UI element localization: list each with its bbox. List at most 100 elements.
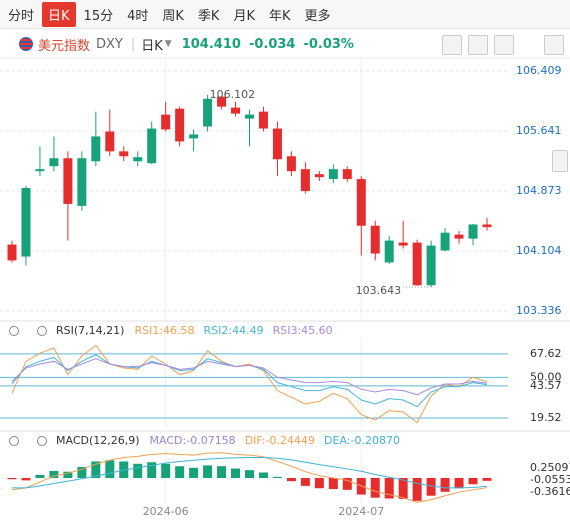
eye-icon[interactable] xyxy=(37,436,47,446)
y-tick-label: 106.409 xyxy=(516,64,562,77)
legend-entry: RSI2:44.49 xyxy=(204,324,264,337)
candle-body xyxy=(300,169,310,192)
y-tick-label: -0.05536 xyxy=(530,473,570,486)
candle-body xyxy=(63,158,73,204)
legend-entry: MACD:-0.07158 xyxy=(150,434,236,447)
legend-entry: RSI1:46.58 xyxy=(134,324,194,337)
macd-bar xyxy=(440,478,450,492)
eye-icon[interactable] xyxy=(37,326,47,336)
price: 104.410 xyxy=(181,36,241,52)
x-tick-label: 2024-07 xyxy=(338,505,384,518)
macd-bar xyxy=(412,478,422,501)
indicator-title: RSI(7,14,21) xyxy=(56,324,124,337)
candle-body xyxy=(314,174,324,178)
tab[interactable]: 日K xyxy=(42,1,76,27)
macd-bar xyxy=(370,478,380,498)
macd-bar xyxy=(203,465,213,478)
candle-body xyxy=(231,107,241,114)
macd-bar xyxy=(328,478,338,490)
macd-bar xyxy=(231,468,241,478)
settings-icon[interactable] xyxy=(9,436,19,446)
tool-icon[interactable] xyxy=(442,35,462,55)
line-series xyxy=(12,457,488,489)
candle-body xyxy=(454,234,464,239)
side-collapse[interactable] xyxy=(552,150,568,172)
candle-body xyxy=(412,242,422,286)
macd-bar xyxy=(272,476,282,478)
macd-bar xyxy=(426,478,436,496)
tab[interactable]: 周K xyxy=(162,8,184,24)
candle-body xyxy=(342,169,352,180)
macd-bar xyxy=(258,472,268,478)
instrument-name: 美元指数 xyxy=(38,38,91,54)
annotation: 106.102 xyxy=(210,88,256,101)
tab[interactable]: 4时 xyxy=(127,8,149,24)
macd-bar xyxy=(189,467,199,478)
line-series xyxy=(11,452,488,503)
macd-bar xyxy=(147,462,157,478)
candle-body xyxy=(7,244,17,261)
macd-bar xyxy=(454,478,464,489)
tab[interactable]: 季K xyxy=(197,8,220,24)
macd-bar xyxy=(133,463,143,478)
macd-bar xyxy=(314,478,324,489)
candle-body xyxy=(272,128,282,160)
tool-icon[interactable] xyxy=(494,35,514,55)
macd-bar xyxy=(398,478,408,499)
y-tick-label: 43.57 xyxy=(530,379,562,392)
candle-body xyxy=(426,245,436,286)
legend-entry: DEA:-0.20870 xyxy=(324,434,400,447)
settings-icon[interactable] xyxy=(9,326,19,336)
y-tick-label: 0.25097 xyxy=(530,461,570,474)
tab[interactable]: 更多 xyxy=(304,8,331,24)
y-tick-label: 105.641 xyxy=(516,124,562,137)
fullscreen-icon[interactable] xyxy=(544,35,564,55)
macd-bar xyxy=(49,470,59,478)
y-tick-label: 104.873 xyxy=(516,184,562,197)
period[interactable]: 日K xyxy=(141,38,163,54)
line-series xyxy=(11,358,488,396)
tab[interactable]: 分时 xyxy=(8,8,35,24)
macd-bar xyxy=(384,478,394,499)
macd-bar xyxy=(286,478,296,482)
macd-bar xyxy=(482,478,492,481)
separator: | xyxy=(130,36,136,52)
macd-bar xyxy=(35,474,45,478)
candle-body xyxy=(35,169,45,172)
candle-body xyxy=(189,134,199,139)
candle-body xyxy=(203,98,213,127)
candle-body xyxy=(482,224,492,228)
flag-icon xyxy=(19,37,33,51)
y-tick-label: -0.36169 xyxy=(530,485,570,498)
candle-body xyxy=(468,224,478,239)
macd-bar xyxy=(468,478,478,485)
tab[interactable]: 15分 xyxy=(83,8,114,24)
tab-bar: 分时 日K 15分 4时 周K 季K 月K 年K 更多 xyxy=(0,0,570,29)
macd-bar xyxy=(21,478,31,481)
macd-bar xyxy=(91,461,101,478)
macd-bar xyxy=(245,470,254,478)
candle-body xyxy=(440,232,450,251)
instrument-code: DXY xyxy=(96,36,123,52)
tool-icon[interactable] xyxy=(468,35,488,55)
change-pct: -0.03% xyxy=(303,36,354,52)
candle-body xyxy=(91,136,101,162)
candle-body xyxy=(161,114,171,130)
tab[interactable]: 年K xyxy=(268,8,291,24)
macd-bar xyxy=(175,466,185,478)
tab[interactable]: 月K xyxy=(233,8,255,24)
candle-body xyxy=(119,151,129,157)
quote-header: 美元指数 DXY | 日K ▼ 104.410 -0.034 -0.03% xyxy=(0,32,570,56)
candle-body xyxy=(384,240,394,263)
candle-body xyxy=(286,156,296,172)
line-series xyxy=(11,344,488,424)
line-series xyxy=(11,354,488,408)
y-tick-label: 104.104 xyxy=(516,244,562,257)
candle-body xyxy=(133,157,143,162)
y-tick-label: 19.52 xyxy=(530,411,562,424)
candle-body xyxy=(147,128,157,164)
candle-body xyxy=(77,158,87,206)
candle-body xyxy=(105,131,115,152)
